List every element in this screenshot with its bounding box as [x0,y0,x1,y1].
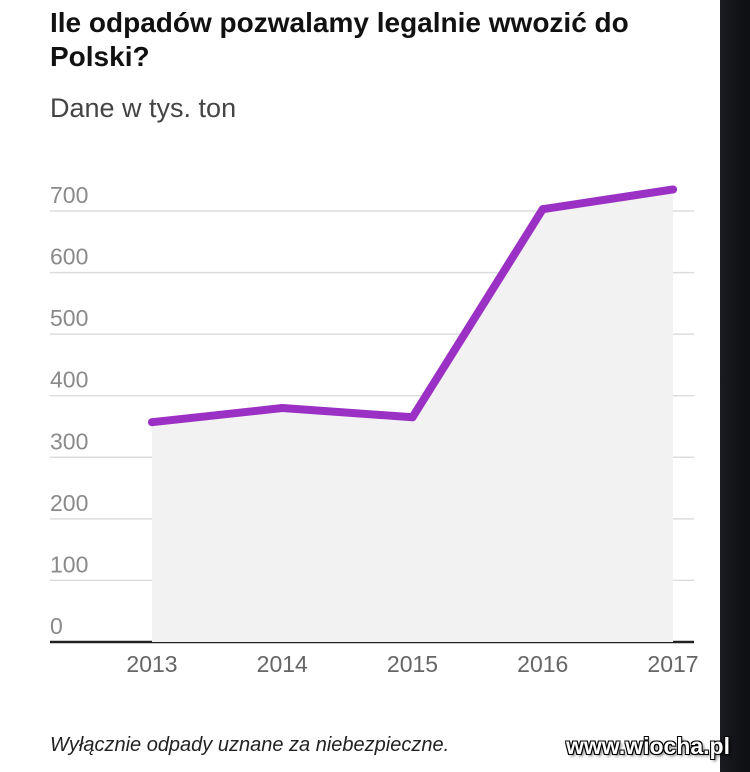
x-tick-label: 2017 [647,651,698,677]
x-tick-label: 2015 [387,651,438,677]
x-tick-label: 2014 [257,651,308,677]
area-fill [152,189,673,642]
watermark: www.wiocha.pl [566,733,730,759]
data-point [538,205,547,214]
data-point [408,413,417,422]
chart-footnote: Wyłącznie odpady uznane za niebezpieczne… [50,734,450,756]
data-point [148,418,156,427]
series-lines [148,185,677,427]
y-tick-label: 700 [50,182,88,208]
chart-subtitle: Dane w tys. ton [50,93,237,123]
plot-area [152,189,673,642]
y-tick-label: 500 [50,305,88,331]
y-tick-label: 400 [50,367,88,393]
data-point [669,185,677,194]
y-tick-label: 200 [50,490,88,516]
x-tick-label: 2016 [517,651,568,677]
x-axis-ticks: 2013 2014 2015 2016 2017 [126,651,698,677]
y-axis-ticks: 0 100 200 300 400 500 600 700 [50,182,88,639]
chart-card: Ile odpadów pozwalamy legalnie wwozić do… [50,7,699,756]
y-tick-label: 0 [50,613,63,639]
chart-title: Ile odpadów pozwalamy legalnie wwozić do… [50,7,629,72]
y-tick-label: 100 [50,551,88,577]
screen-edge [720,0,750,772]
y-tick-label: 600 [50,244,88,270]
data-point [278,404,287,413]
x-tick-label: 2013 [126,651,177,677]
y-tick-label: 300 [50,428,88,454]
